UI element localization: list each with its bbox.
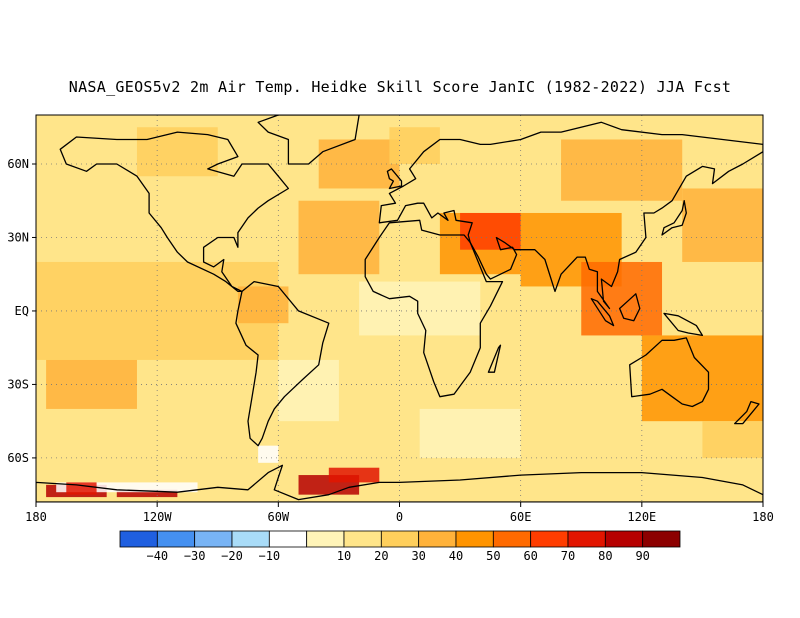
coastline-layer	[36, 115, 763, 502]
heatmap-cell-19	[328, 467, 380, 483]
heatmap-cell-6	[581, 261, 663, 336]
colorbar-label: −20	[221, 549, 243, 563]
coastline-new-guinea	[663, 312, 704, 337]
lat-tick-label: 60N	[7, 157, 29, 171]
heatmap-cell-25	[702, 421, 763, 458]
coastline-greenland	[257, 115, 360, 165]
heatmap-cell-9	[682, 188, 763, 262]
colorbar-swatch	[268, 530, 308, 548]
coastline-eurasia	[378, 121, 763, 310]
coastline-britain	[386, 168, 403, 190]
colorbar-label: 80	[598, 549, 612, 563]
lon-tick-label: 120W	[143, 510, 173, 524]
heatmap-cell-22	[136, 127, 218, 177]
colorbar-label: −10	[258, 549, 280, 563]
heatmap-cell-3	[318, 139, 400, 189]
heatmap-cell-2	[298, 200, 380, 275]
lat-tick-label: 30S	[7, 377, 29, 391]
colorbar-swatch	[642, 530, 681, 548]
colorbar-swatch	[306, 530, 345, 548]
heatmap-cell-17	[56, 482, 198, 493]
heatmap-cell-12	[419, 408, 521, 458]
latitude-ticks: 60N 30N EQ 30S 60S	[7, 157, 36, 465]
colorbar-swatch	[119, 530, 158, 548]
coastline-new-zealand	[734, 400, 760, 425]
heatmap-cell-10	[359, 281, 481, 336]
heatmap-cell-18	[66, 482, 97, 495]
lon-tick-label: 60E	[510, 510, 532, 524]
colorbar-label: 70	[561, 549, 575, 563]
lon-tick-label: 180	[752, 510, 774, 524]
colorbar-swatch	[604, 530, 644, 548]
coastline-antarctica	[36, 464, 763, 502]
heatmap-cell-13	[258, 445, 279, 463]
colorbar-label: 90	[635, 549, 649, 563]
colorbar-swatch	[418, 530, 457, 548]
colorbar-swatch	[194, 530, 233, 548]
colorbar-label: −30	[184, 549, 206, 563]
colorbar-label: −40	[146, 549, 168, 563]
coastline-madagascar	[487, 344, 502, 373]
coastline-australia	[629, 337, 710, 408]
lat-tick-label: 30N	[7, 230, 29, 244]
colorbar-swatch	[380, 530, 420, 548]
heatmap-cell-8	[561, 139, 683, 201]
longitude-ticks: 180 120W 60W 0 60E 120E 180	[25, 502, 774, 524]
lon-tick-label: 120E	[627, 510, 656, 524]
chart-title: NASA_GEOS5v2 2m Air Temp. Heidke Skill S…	[68, 78, 732, 96]
lon-tick-label: 180	[25, 510, 47, 524]
colorbar-swatch	[567, 530, 606, 548]
colorbar-swatch	[156, 530, 196, 548]
plot-area	[36, 115, 763, 502]
colorbar-swatch	[455, 530, 494, 548]
colorbar-label: 60	[523, 549, 537, 563]
lat-tick-label: EQ	[15, 304, 29, 318]
lon-tick-label: 60W	[267, 510, 289, 524]
lat-tick-label: 60S	[7, 451, 29, 465]
colorbar-swatch	[231, 530, 270, 548]
heatmap-cell-11	[278, 359, 339, 422]
coastline-japan	[661, 200, 687, 236]
colorbar-label: 40	[449, 549, 463, 563]
colorbar-label: 10	[337, 549, 351, 563]
coastline-south-america	[235, 280, 330, 447]
lon-tick-label: 0	[396, 510, 403, 524]
colorbar-label: 30	[411, 549, 425, 563]
grid-lines	[36, 115, 763, 502]
colorbar-swatch	[492, 530, 532, 548]
coastline-sumatra	[590, 298, 615, 327]
heatmap-cell-16	[116, 489, 178, 498]
colorbar: −40 −30 −20 −10 10 20 30 40 50 60 70 80 90	[119, 530, 681, 563]
heatmap-layer	[36, 115, 763, 502]
colorbar-label: 50	[486, 549, 500, 563]
coastline-borneo	[618, 293, 641, 322]
coastline-africa	[364, 219, 504, 398]
heatmap-cell-23	[237, 286, 289, 324]
colorbar-swatch	[343, 530, 382, 548]
colorbar-swatch	[530, 530, 569, 548]
coastline-north-america	[59, 131, 290, 293]
colorbar-label: 20	[374, 549, 388, 563]
heatmap-cell-7	[641, 335, 763, 422]
